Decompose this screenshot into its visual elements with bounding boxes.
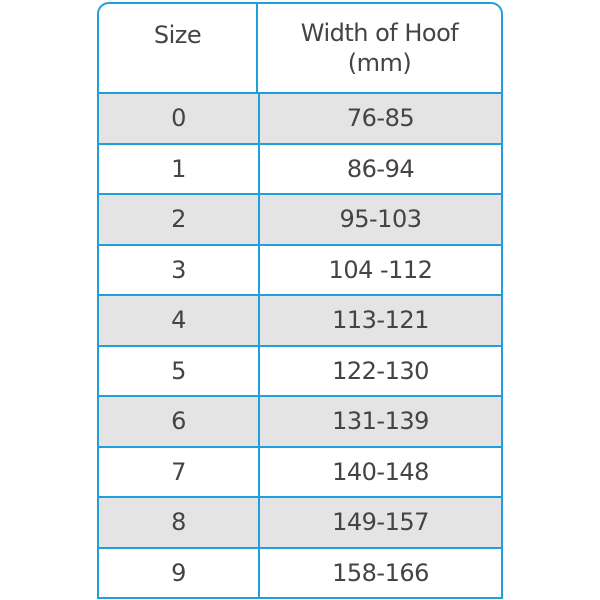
table-row: 0 76-85	[99, 92, 501, 143]
table-row: 9 158-166	[99, 546, 501, 597]
width-cell: 158-166	[332, 558, 429, 587]
size-cell: 5	[99, 346, 260, 395]
size-cell: 8	[99, 498, 260, 547]
width-cell: 149-157	[332, 508, 429, 537]
table-row: 3 104 -112	[99, 243, 501, 294]
table-row: 2 95-103	[99, 193, 501, 244]
size-cell: 1	[99, 144, 260, 193]
width-cell: 131-139	[332, 407, 429, 436]
table-row: 6 131-139	[99, 395, 501, 446]
width-cell: 95-103	[339, 205, 422, 234]
size-cell: 9	[99, 548, 260, 597]
size-cell: 4	[99, 296, 260, 345]
hoof-size-table: Size Width of Hoof (mm) 0 76-85 1 86-94 2 95-…	[97, 2, 503, 599]
table-row: 8 149-157	[99, 496, 501, 547]
width-cell: 104 -112	[328, 255, 433, 284]
width-cell: 122-130	[332, 356, 429, 385]
header-size: Size	[99, 4, 258, 92]
size-cell: 6	[99, 397, 260, 446]
width-cell: 140-148	[332, 457, 429, 486]
size-cell: 2	[99, 195, 260, 244]
width-cell: 86-94	[346, 154, 415, 183]
width-cell: 113-121	[332, 306, 429, 335]
table-header-row: Size Width of Hoof (mm)	[99, 4, 501, 92]
table-row: 4 113-121	[99, 294, 501, 345]
table-row: 5 122-130	[99, 344, 501, 395]
width-cell: 76-85	[346, 104, 415, 133]
size-cell: 0	[99, 94, 260, 143]
header-width-of-hoof: Width of Hoof (mm)	[300, 19, 459, 77]
size-cell: 3	[99, 245, 260, 294]
table-row: 1 86-94	[99, 142, 501, 193]
table-row: 7 140-148	[99, 445, 501, 496]
size-cell: 7	[99, 447, 260, 496]
